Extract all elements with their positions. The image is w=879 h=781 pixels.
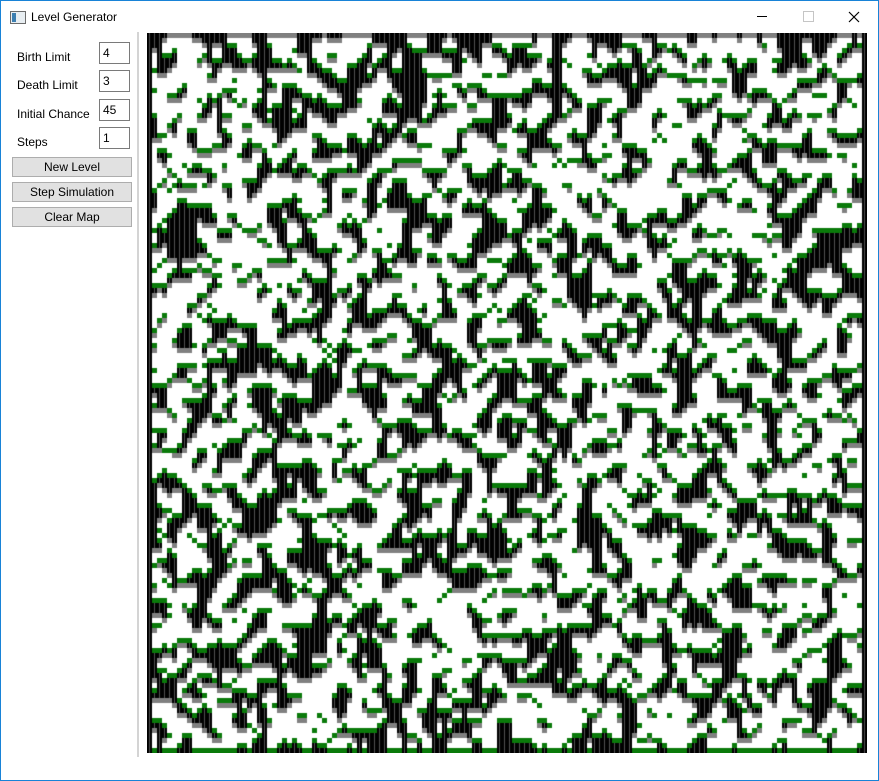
step-simulation-button[interactable]: Step Simulation (12, 182, 132, 202)
initial-chance-label: Initial Chance (17, 107, 90, 121)
maximize-icon (802, 11, 814, 22)
death-limit-input[interactable] (99, 70, 130, 92)
app-window-icon (10, 11, 26, 24)
panel-divider (137, 32, 139, 757)
close-button[interactable] (831, 1, 877, 32)
initial-chance-input[interactable] (99, 99, 130, 121)
level-map-canvas[interactable] (147, 33, 867, 753)
minimize-icon (757, 16, 767, 17)
settings-panel: Birth Limit Death Limit Initial Chance S… (1, 32, 138, 780)
birth-limit-input[interactable] (99, 42, 130, 64)
birth-limit-label: Birth Limit (17, 50, 71, 64)
maximize-button[interactable] (785, 1, 831, 32)
clear-map-button[interactable]: Clear Map (12, 207, 132, 227)
steps-label: Steps (17, 135, 48, 149)
window-title: Level Generator (31, 10, 118, 24)
minimize-button[interactable] (739, 1, 785, 32)
new-level-button[interactable]: New Level (12, 157, 132, 177)
level-map[interactable] (147, 33, 867, 753)
death-limit-label: Death Limit (17, 78, 78, 92)
steps-input[interactable] (99, 127, 130, 149)
title-bar[interactable]: Level Generator (1, 1, 878, 32)
close-icon (848, 11, 860, 22)
